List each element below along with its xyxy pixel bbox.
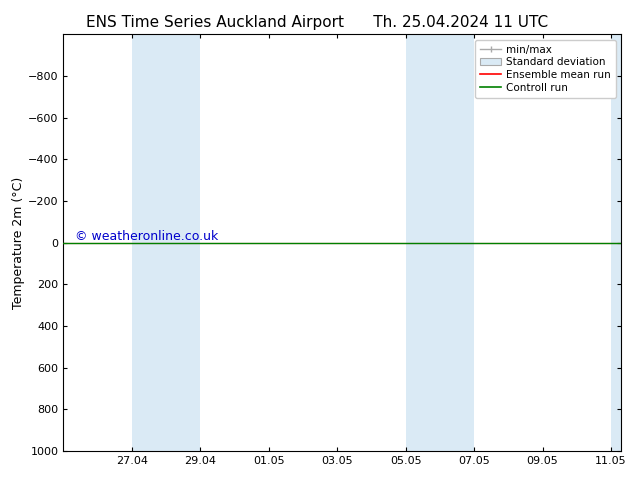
Text: ENS Time Series Auckland Airport      Th. 25.04.2024 11 UTC: ENS Time Series Auckland Airport Th. 25.…: [86, 15, 548, 30]
Text: © weatheronline.co.uk: © weatheronline.co.uk: [75, 229, 218, 243]
Bar: [406, 34, 474, 451]
Legend: min/max, Standard deviation, Ensemble mean run, Controll run: min/max, Standard deviation, Ensemble me…: [475, 40, 616, 98]
Bar: [611, 34, 621, 451]
Bar: [132, 34, 200, 451]
Y-axis label: Temperature 2m (°C): Temperature 2m (°C): [12, 176, 25, 309]
